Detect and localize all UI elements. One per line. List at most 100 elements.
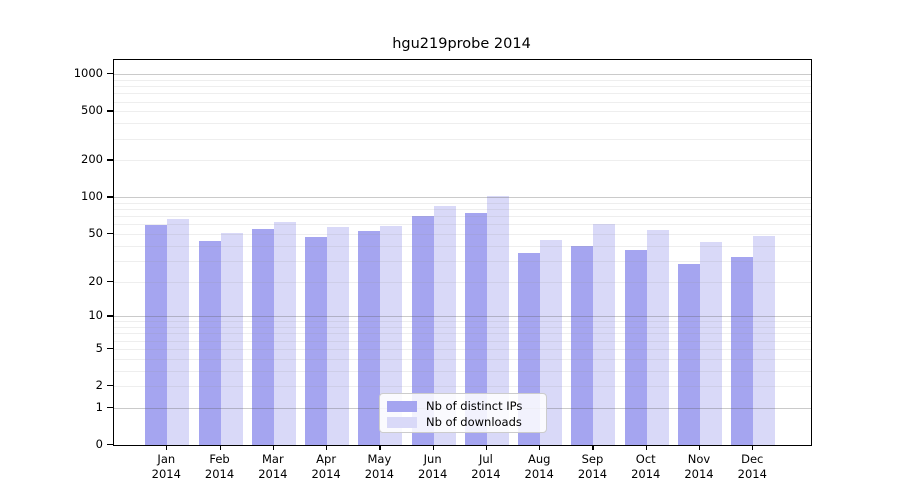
gridline-90 bbox=[114, 202, 811, 204]
legend-label-downloads: Nb of downloads bbox=[426, 414, 522, 429]
y-tick-200 bbox=[107, 159, 113, 161]
bar-ips-jan bbox=[145, 225, 168, 445]
bar-downloads-nov bbox=[700, 241, 722, 445]
gridline-3 bbox=[114, 370, 811, 372]
bar-downloads-oct bbox=[646, 229, 669, 445]
bar-ips-nov bbox=[678, 264, 700, 445]
gridline-10 bbox=[114, 316, 811, 318]
x-tick-label-feb: Feb 2014 bbox=[204, 452, 235, 481]
gridline-30 bbox=[114, 260, 811, 262]
gridline-800 bbox=[114, 86, 811, 88]
gridline-80 bbox=[114, 209, 811, 211]
gridline-8 bbox=[114, 327, 811, 329]
legend-entry-downloads: Nb of downloads bbox=[387, 414, 546, 430]
gridline-1000 bbox=[114, 74, 811, 76]
gridline-6 bbox=[114, 340, 811, 342]
gridline-4 bbox=[114, 358, 811, 360]
x-tick-may bbox=[379, 444, 381, 450]
bar-downloads-may bbox=[380, 226, 403, 445]
y-tick-1 bbox=[107, 406, 113, 408]
gridline-2 bbox=[114, 386, 811, 388]
x-tick-aug bbox=[539, 444, 541, 450]
x-tick-feb bbox=[219, 444, 221, 450]
bar-downloads-mar bbox=[273, 221, 296, 445]
bar-downloads-apr bbox=[327, 227, 350, 445]
bar-ips-apr bbox=[305, 237, 328, 445]
gridline-400 bbox=[114, 123, 811, 125]
x-tick-label-nov: Nov 2014 bbox=[684, 452, 714, 481]
bar-downloads-feb bbox=[220, 233, 243, 445]
y-tick-2 bbox=[107, 385, 113, 387]
x-tick-apr bbox=[326, 444, 328, 450]
y-tick-label-200: 200 bbox=[81, 152, 103, 167]
y-tick-label-100: 100 bbox=[81, 189, 103, 204]
x-tick-label-dec: Dec 2014 bbox=[737, 452, 767, 481]
x-tick-jan bbox=[166, 444, 168, 450]
legend: Nb of distinct IPs Nb of downloads bbox=[379, 393, 547, 433]
y-tick-50 bbox=[107, 233, 113, 235]
bar-ips-mar bbox=[251, 229, 274, 445]
legend-label-distinct-ips: Nb of distinct IPs bbox=[426, 398, 523, 413]
gridline-9 bbox=[114, 321, 811, 323]
gridline-700 bbox=[114, 93, 811, 95]
chart-title: hgu219probe 2014 bbox=[392, 36, 531, 52]
gridline-600 bbox=[114, 101, 811, 103]
x-tick-label-oct: Oct 2014 bbox=[631, 452, 661, 481]
x-tick-label-apr: Apr 2014 bbox=[311, 452, 341, 481]
bar-ips-jul bbox=[464, 212, 487, 445]
y-tick-0 bbox=[107, 444, 113, 446]
x-tick-dec bbox=[752, 444, 754, 450]
bar-ips-may bbox=[358, 230, 381, 445]
x-tick-label-mar: Mar 2014 bbox=[258, 452, 288, 481]
y-tick-label-20: 20 bbox=[88, 273, 103, 288]
x-tick-label-aug: Aug 2014 bbox=[524, 452, 554, 481]
legend-swatch-distinct-ips bbox=[387, 400, 417, 412]
legend-swatch-downloads bbox=[387, 416, 417, 428]
x-tick-label-jul: Jul 2014 bbox=[471, 452, 501, 481]
x-tick-label-jan: Jan 2014 bbox=[151, 452, 181, 481]
gridline-70 bbox=[114, 216, 811, 218]
legend-entry-distinct-ips: Nb of distinct IPs bbox=[387, 398, 546, 414]
gridline-100 bbox=[114, 197, 811, 199]
bar-ips-jun bbox=[411, 216, 434, 445]
y-tick-label-5: 5 bbox=[95, 340, 103, 355]
y-tick-label-0: 0 bbox=[95, 437, 103, 451]
bar-downloads-jul bbox=[486, 195, 509, 445]
y-tick-label-500: 500 bbox=[81, 103, 103, 118]
gridline-900 bbox=[114, 79, 811, 81]
gridline-500 bbox=[114, 111, 811, 113]
bar-downloads-jun bbox=[433, 206, 456, 445]
gridline-200 bbox=[114, 160, 811, 162]
y-tick-label-1: 1 bbox=[95, 399, 103, 414]
bar-ips-feb bbox=[198, 240, 221, 445]
y-tick-5 bbox=[107, 347, 113, 350]
gridline-60 bbox=[114, 224, 811, 226]
x-tick-oct bbox=[645, 444, 647, 450]
y-tick-100 bbox=[107, 196, 113, 198]
x-tick-nov bbox=[699, 444, 701, 450]
y-tick-1000 bbox=[107, 73, 113, 75]
gridline-20 bbox=[114, 281, 811, 283]
gridline-5 bbox=[114, 348, 811, 350]
x-tick-mar bbox=[272, 444, 275, 450]
x-tick-jun bbox=[432, 444, 434, 450]
plot-area: Nb of distinct IPs Nb of downloads bbox=[113, 59, 812, 446]
y-tick-label-50: 50 bbox=[88, 226, 103, 241]
bar-downloads-jan bbox=[167, 219, 190, 445]
x-tick-jul bbox=[485, 444, 488, 450]
y-tick-20 bbox=[107, 280, 113, 282]
y-tick-label-10: 10 bbox=[88, 308, 103, 323]
gridline-300 bbox=[114, 138, 811, 140]
y-tick-10 bbox=[107, 315, 113, 317]
x-tick-label-may: May 2014 bbox=[364, 452, 395, 481]
x-tick-label-jun: Jun 2014 bbox=[418, 452, 448, 481]
bar-ips-oct bbox=[624, 249, 647, 445]
gridline-50 bbox=[114, 234, 811, 236]
y-tick-label-2: 2 bbox=[95, 378, 103, 393]
bar-ips-sep bbox=[571, 245, 594, 445]
gridline-7 bbox=[114, 333, 811, 335]
x-tick-label-sep: Sep 2014 bbox=[577, 452, 608, 481]
gridline-40 bbox=[114, 245, 811, 247]
